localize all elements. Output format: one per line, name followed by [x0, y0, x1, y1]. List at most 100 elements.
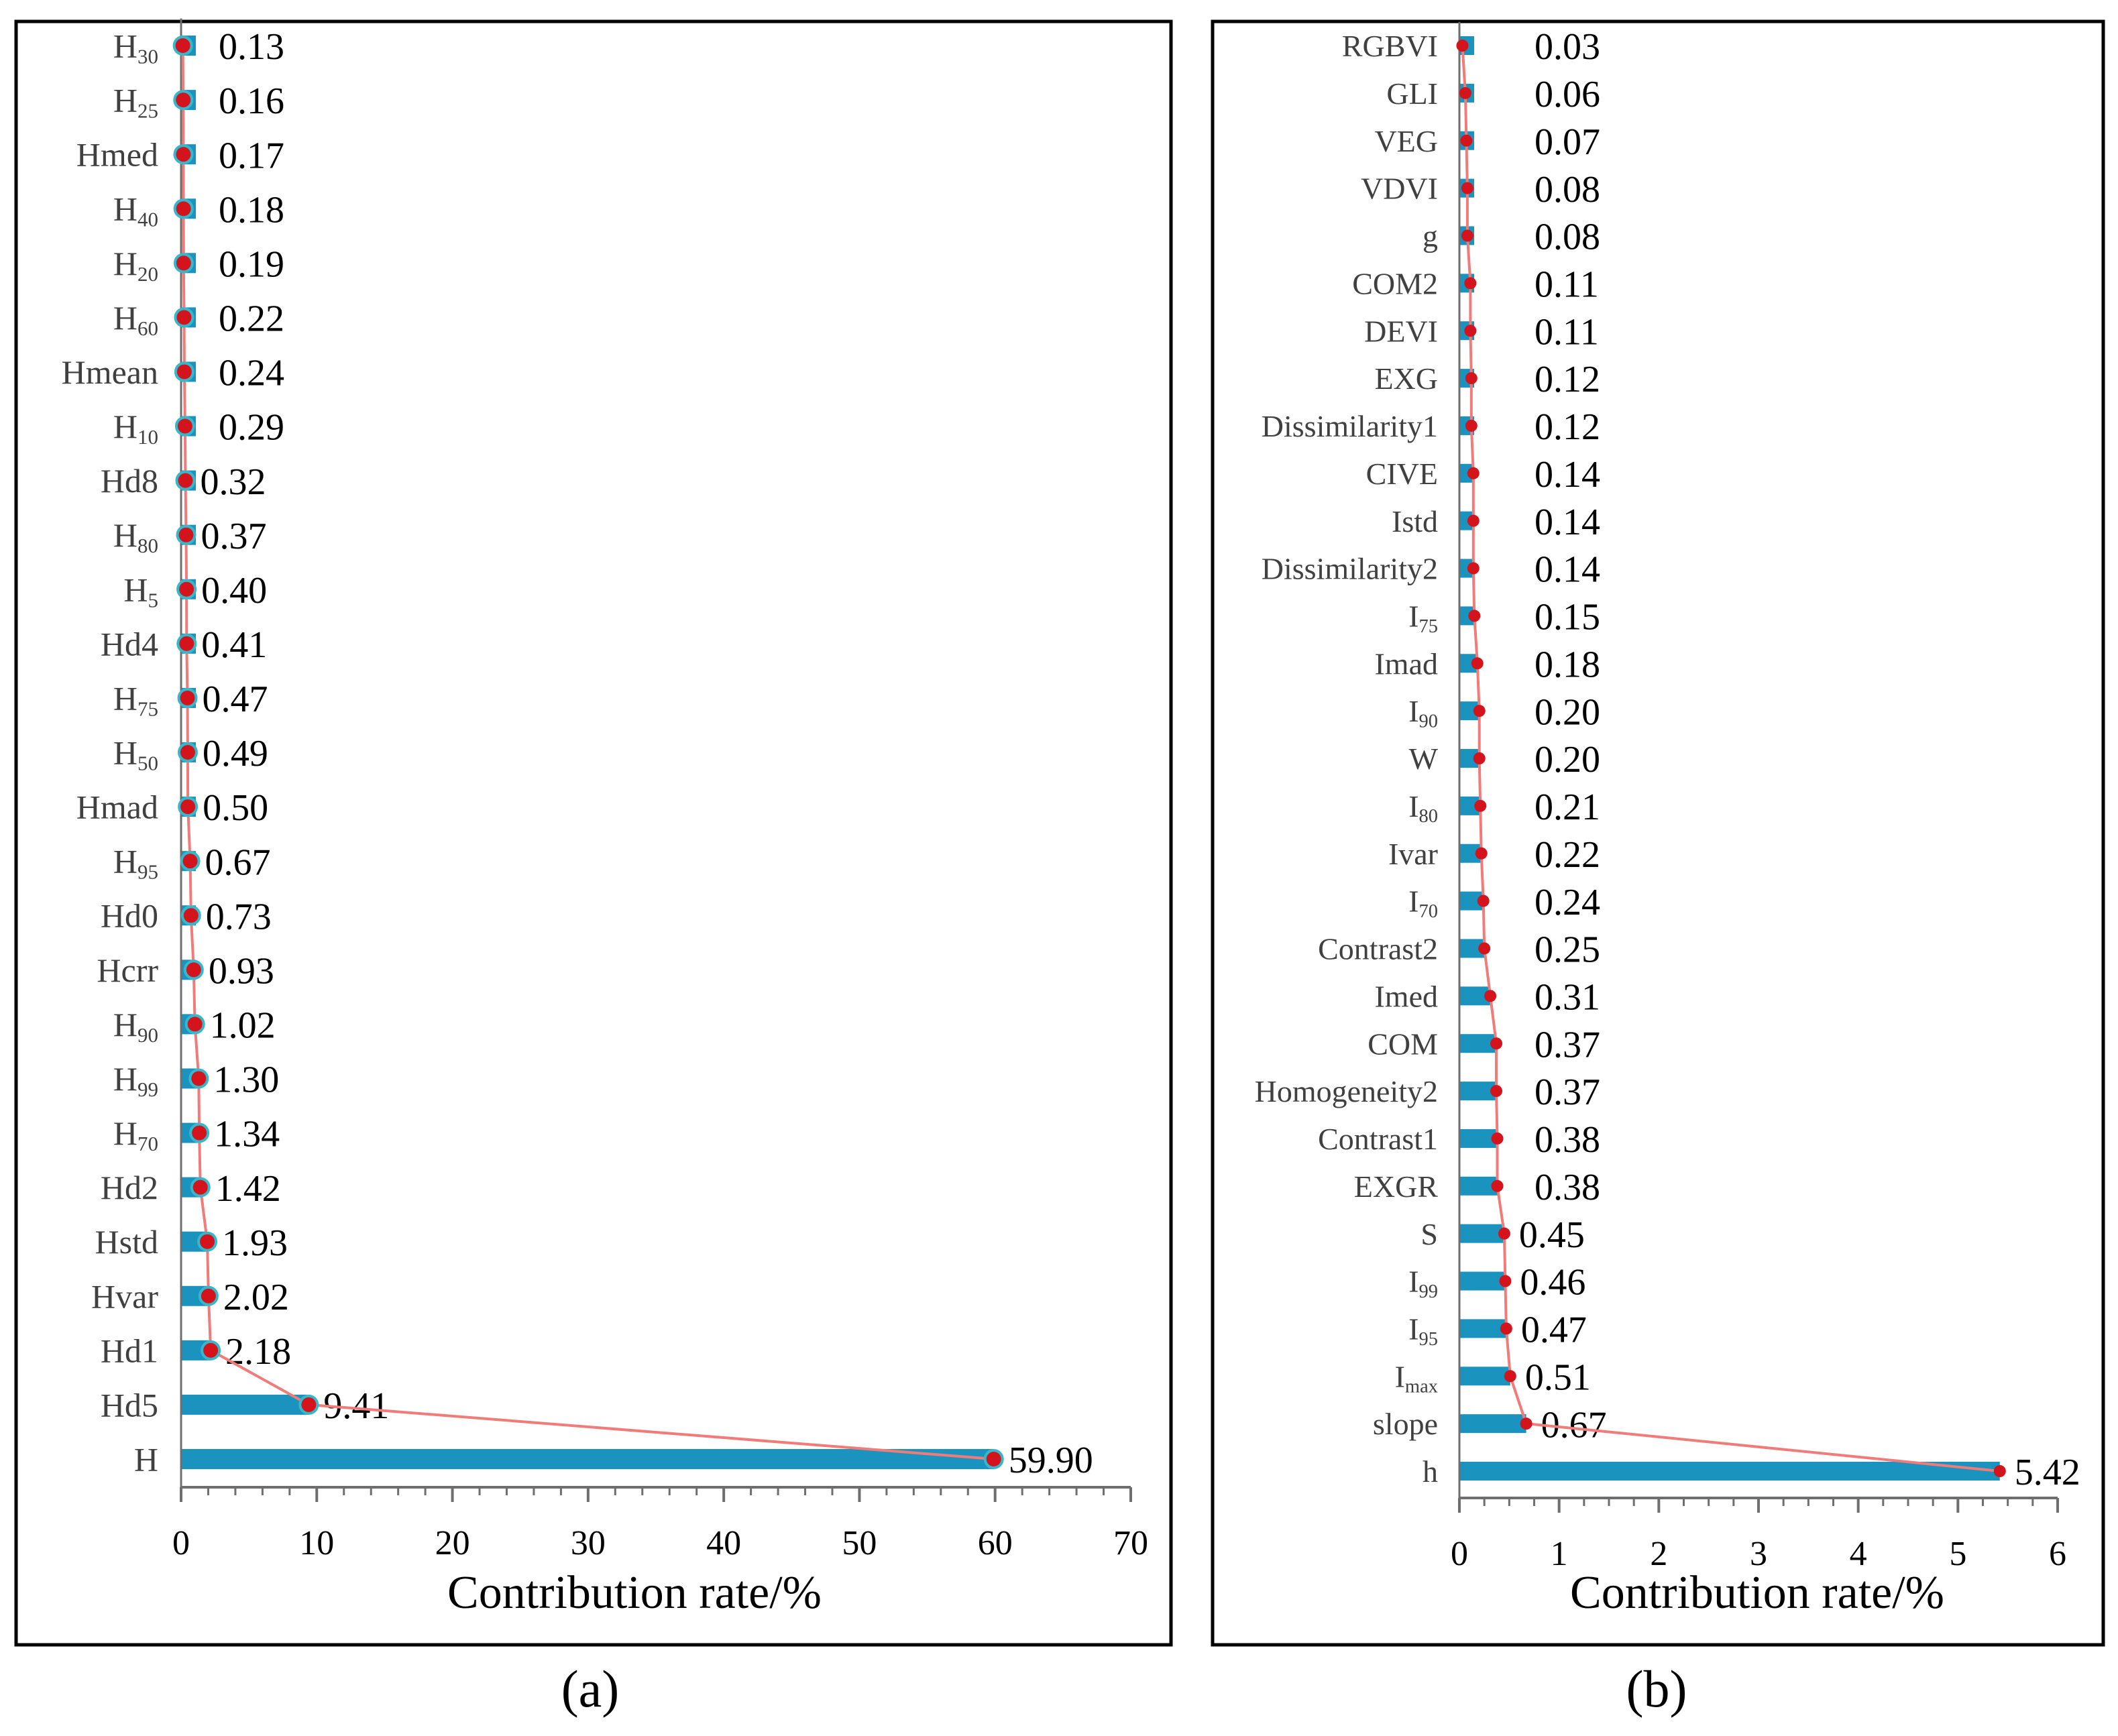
data-marker [192, 1125, 207, 1141]
category-label: Hd5 [101, 1386, 158, 1424]
data-marker [179, 636, 194, 651]
value-label: 0.37 [1535, 1072, 1600, 1113]
category-label: EXG [1374, 361, 1438, 396]
category-label: Hd4 [101, 625, 158, 662]
category-label: g [1423, 219, 1438, 253]
value-label: 0.46 [1520, 1262, 1585, 1304]
category-label: H [134, 1441, 158, 1479]
data-marker [203, 1342, 219, 1358]
data-marker [1473, 752, 1486, 764]
panel-a-frame [14, 19, 1173, 1647]
data-marker [1477, 894, 1490, 907]
value-label: 0.50 [203, 787, 268, 829]
category-label: I70 [1408, 884, 1438, 922]
value-label: 59.90 [1009, 1440, 1093, 1481]
data-marker [1456, 40, 1469, 52]
data-marker [175, 38, 190, 53]
value-label: 0.93 [209, 950, 274, 992]
category-label: Imad [1374, 646, 1438, 681]
value-label: 0.20 [1535, 739, 1600, 780]
category-label: H90 [113, 1006, 158, 1047]
category-label: Hstd [95, 1223, 158, 1261]
category-label: H40 [113, 190, 158, 231]
category-label: Hcrr [97, 951, 158, 989]
category-label: H60 [113, 299, 158, 340]
x-tick-label: 60 [978, 1524, 1013, 1562]
category-label: CIVE [1366, 457, 1438, 491]
panel-a-x-axis-title: Contribution rate/% [447, 1567, 822, 1619]
panel-b-value-labels: 0.03 0.06 0.07 0.08 0.08 0.11 0.11 0.12 0.12 0.14… [1519, 26, 2080, 1493]
value-label: 0.32 [200, 461, 266, 503]
data-marker [183, 908, 199, 923]
value-label: 0.37 [201, 516, 266, 557]
bar [1459, 1129, 1498, 1148]
x-tick-label: 5 [1949, 1535, 1966, 1573]
category-label: H75 [113, 679, 158, 720]
value-label: 0.41 [201, 624, 267, 666]
data-marker [1471, 657, 1484, 670]
value-label: 0.24 [1535, 882, 1600, 923]
category-label: Hd2 [101, 1169, 158, 1206]
value-label: 0.16 [219, 80, 284, 122]
category-label: H5 [123, 571, 158, 612]
data-marker [1468, 610, 1481, 622]
category-label: RGBVI [1342, 29, 1438, 63]
value-label: 0.15 [1535, 597, 1600, 638]
value-label: 0.14 [1535, 502, 1600, 543]
category-label: Hd1 [101, 1332, 158, 1369]
category-label: Hd0 [101, 897, 158, 935]
data-marker [1474, 799, 1487, 812]
data-marker [187, 1017, 203, 1032]
value-label: 0.12 [1535, 359, 1600, 400]
category-label: DEVI [1364, 314, 1438, 348]
x-tick-label: 30 [571, 1524, 606, 1562]
data-marker [1484, 990, 1497, 1002]
category-label: Istd [1392, 504, 1438, 538]
category-label: VEG [1374, 124, 1438, 158]
bar [1459, 1082, 1497, 1101]
data-marker [176, 93, 191, 108]
value-label: 0.67 [205, 842, 271, 883]
data-marker [176, 255, 191, 271]
category-label: GLI [1386, 76, 1438, 111]
category-label: I95 [1408, 1312, 1438, 1350]
data-marker [1498, 1227, 1510, 1240]
data-marker [301, 1397, 317, 1412]
data-marker [201, 1288, 216, 1304]
data-marker [177, 418, 192, 434]
category-label: H30 [113, 27, 158, 68]
bar [1459, 1367, 1510, 1386]
bar [1459, 1034, 1497, 1053]
data-marker [1490, 1037, 1503, 1050]
bar [1459, 1462, 2000, 1481]
panel-a-x-axis: 0 10 20 30 40 50 60 70 [172, 18, 1148, 1562]
category-label: H70 [113, 1114, 158, 1155]
data-marker [176, 147, 191, 162]
category-label: I90 [1408, 694, 1438, 732]
category-label: Imed [1374, 979, 1438, 1013]
data-marker [1467, 514, 1480, 527]
value-label: 0.03 [1535, 26, 1600, 68]
data-marker [1461, 182, 1473, 194]
value-label: 0.06 [1535, 74, 1600, 115]
value-label: 1.93 [222, 1222, 288, 1264]
value-label: 1.30 [213, 1059, 279, 1101]
category-label: EXGR [1354, 1169, 1439, 1204]
value-label: 0.22 [219, 298, 284, 340]
value-label: 0.21 [1535, 787, 1600, 828]
data-marker [176, 310, 192, 325]
category-label: H80 [113, 516, 158, 557]
category-label: H99 [113, 1060, 158, 1101]
panel-b-x-axis-title: Contribution rate/% [1570, 1567, 1944, 1619]
category-label: I80 [1408, 789, 1438, 827]
x-tick-label: 50 [842, 1524, 877, 1562]
panel-b-label: (b) [1626, 1660, 1687, 1718]
panel-a-label: (a) [561, 1660, 620, 1718]
data-marker [191, 1071, 207, 1086]
value-label: 1.34 [214, 1114, 280, 1155]
value-label: 0.12 [1535, 406, 1600, 448]
value-label: 0.08 [1535, 169, 1600, 211]
data-marker [176, 201, 191, 217]
bar [1459, 1176, 1498, 1196]
data-marker [1491, 1179, 1504, 1192]
